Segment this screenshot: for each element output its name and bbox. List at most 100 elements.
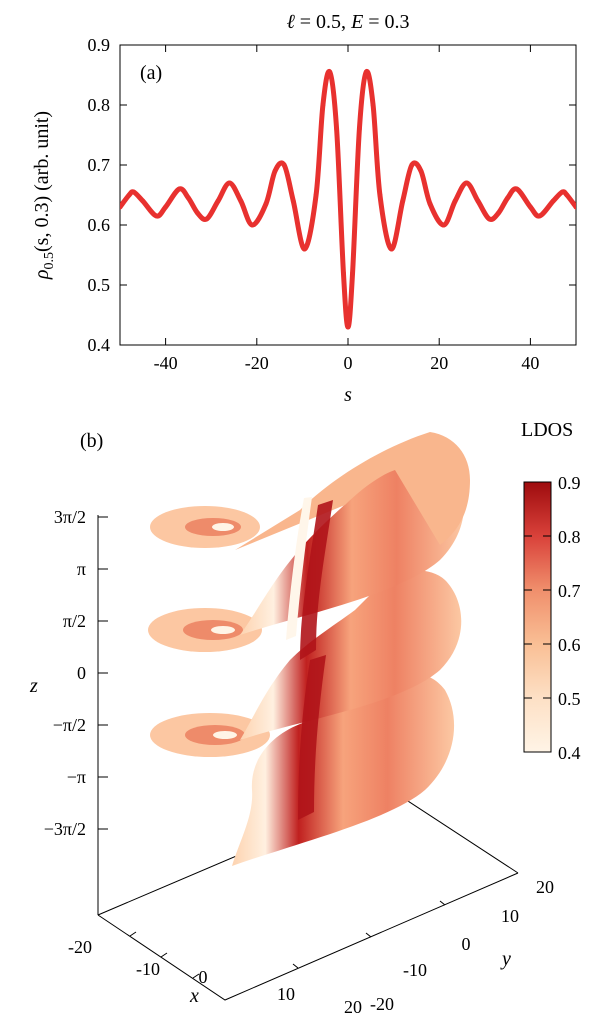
colorbar-tick-label: 0.8 (558, 527, 581, 547)
helicoid-surface (148, 432, 470, 866)
x3d-tick-label: -20 (68, 937, 92, 957)
colorbar-gradient (523, 481, 552, 753)
data-point (564, 192, 570, 198)
z-axis-label: z (29, 675, 38, 697)
surface-dip-band (286, 497, 312, 640)
data-point (302, 246, 308, 252)
x-tick-label: 40 (521, 353, 539, 373)
data-point (528, 204, 533, 210)
z-tick-label: π/2 (63, 611, 86, 631)
data-point (238, 198, 244, 204)
y-axis-label: ρ0.5(s, 0.3) (arb. unit) (31, 111, 57, 280)
panel-b: (b) 3π/2 π π/2 0 −π/2 −π −3π/2 z (29, 419, 581, 1017)
y3d-tick-label: 10 (501, 906, 519, 926)
colorbar-tick-label: 0.5 (558, 689, 581, 709)
data-point (357, 126, 362, 132)
ticks-a: -40 -20 0 20 40 0.4 0.5 0.6 0.7 0.8 0.9 (88, 35, 576, 373)
data-point (320, 102, 326, 108)
data-point (140, 198, 146, 204)
data-point (400, 198, 406, 204)
data-point (452, 198, 458, 204)
z-tick-label: −3π/2 (44, 819, 86, 839)
colorbar-tick-label: 0.9 (558, 473, 581, 493)
surface-peak-band (300, 500, 333, 660)
data-point (345, 324, 351, 330)
data-point (290, 198, 296, 204)
data-point (573, 204, 576, 210)
data-point (313, 192, 319, 198)
data-point (263, 201, 269, 207)
data-point (505, 195, 510, 201)
data-point (370, 102, 376, 108)
y3d-axis-label: y (500, 948, 511, 970)
data-point (550, 198, 556, 204)
x-tick-labels: -20 -10 0 10 20 (68, 937, 362, 1017)
panel-a: ℓ = 0.5, E = 0.3 -40 -20 0 20 40 0.4 0.5 0.6 0.7… (31, 11, 577, 406)
data-point (537, 213, 542, 219)
z-tick-label: π (77, 559, 86, 579)
colorbar: LDOS 0.9 0.8 0.7 0.6 0.5 0.4 (521, 419, 581, 763)
data-point (195, 210, 200, 216)
data-point (464, 180, 469, 186)
colorbar-tick-label: 0.4 (558, 743, 581, 763)
data-point (341, 270, 346, 276)
y-tick-label: 0.9 (88, 35, 111, 55)
y3d-tick-label: 20 (536, 877, 554, 897)
data-point (496, 210, 501, 216)
x-tick-label: 0 (344, 353, 353, 373)
surface-peak-band (298, 655, 326, 820)
x-axis-label: s (344, 384, 352, 406)
z-tick-label: −π (67, 767, 86, 787)
panel-label-a: (a) (140, 62, 162, 84)
y3d-tick-label: -20 (370, 994, 394, 1014)
x3d-tick-label: 0 (199, 967, 208, 987)
y-tick-label: 0.4 (88, 335, 111, 355)
data-point (131, 189, 137, 195)
x3d-tick-label: 20 (344, 997, 362, 1017)
surface-disc-1-center (213, 731, 237, 739)
data-point (418, 168, 424, 174)
data-point (327, 69, 333, 75)
data-point (120, 204, 123, 210)
colorbar-title: LDOS (521, 419, 573, 441)
data-point (334, 126, 339, 132)
data-point (427, 201, 433, 207)
data-point (154, 213, 159, 219)
data-point (486, 216, 492, 222)
chart-title: ℓ = 0.5, E = 0.3 (286, 11, 409, 33)
y-tick-label: 0.6 (88, 215, 111, 235)
surface-sheet-1 (232, 673, 455, 866)
colorbar-ticks: 0.9 0.8 0.7 0.6 0.5 0.4 (524, 473, 581, 763)
y-tick-label: 0.8 (88, 95, 111, 115)
data-point (227, 180, 232, 186)
y3d-tick-label: -10 (403, 960, 427, 980)
z-tick-label: 3π/2 (54, 507, 86, 527)
data-point (126, 192, 132, 198)
surface-disc-2-center (211, 626, 235, 634)
data-point (441, 222, 447, 228)
z-tick-label: 0 (77, 663, 86, 683)
data-point (377, 192, 383, 198)
surface-sheet-2 (240, 570, 462, 740)
colorbar-tick-label: 0.7 (558, 581, 581, 601)
y-tick-label: 0.7 (88, 155, 111, 175)
data-point (272, 168, 278, 174)
x3d-axis-label: x (189, 985, 199, 1007)
x-tick-label: -40 (154, 353, 178, 373)
data-point (514, 186, 520, 192)
y-tick-labels: 20 10 0 -10 -20 (370, 877, 554, 1014)
x-tick-label: 20 (430, 353, 448, 373)
data-point (363, 69, 369, 75)
data-point (176, 186, 182, 192)
z-tick-label: −π/2 (53, 715, 86, 735)
data-point (215, 198, 221, 204)
y-tick-label: 0.5 (88, 275, 111, 295)
data-point (350, 270, 355, 276)
data-point (388, 246, 394, 252)
data-point (249, 222, 255, 228)
z-ticks: 3π/2 π π/2 0 −π/2 −π −3π/2 (44, 507, 108, 839)
data-point (281, 162, 287, 168)
data-points (120, 69, 576, 330)
surface-disc-3-center (212, 523, 234, 531)
